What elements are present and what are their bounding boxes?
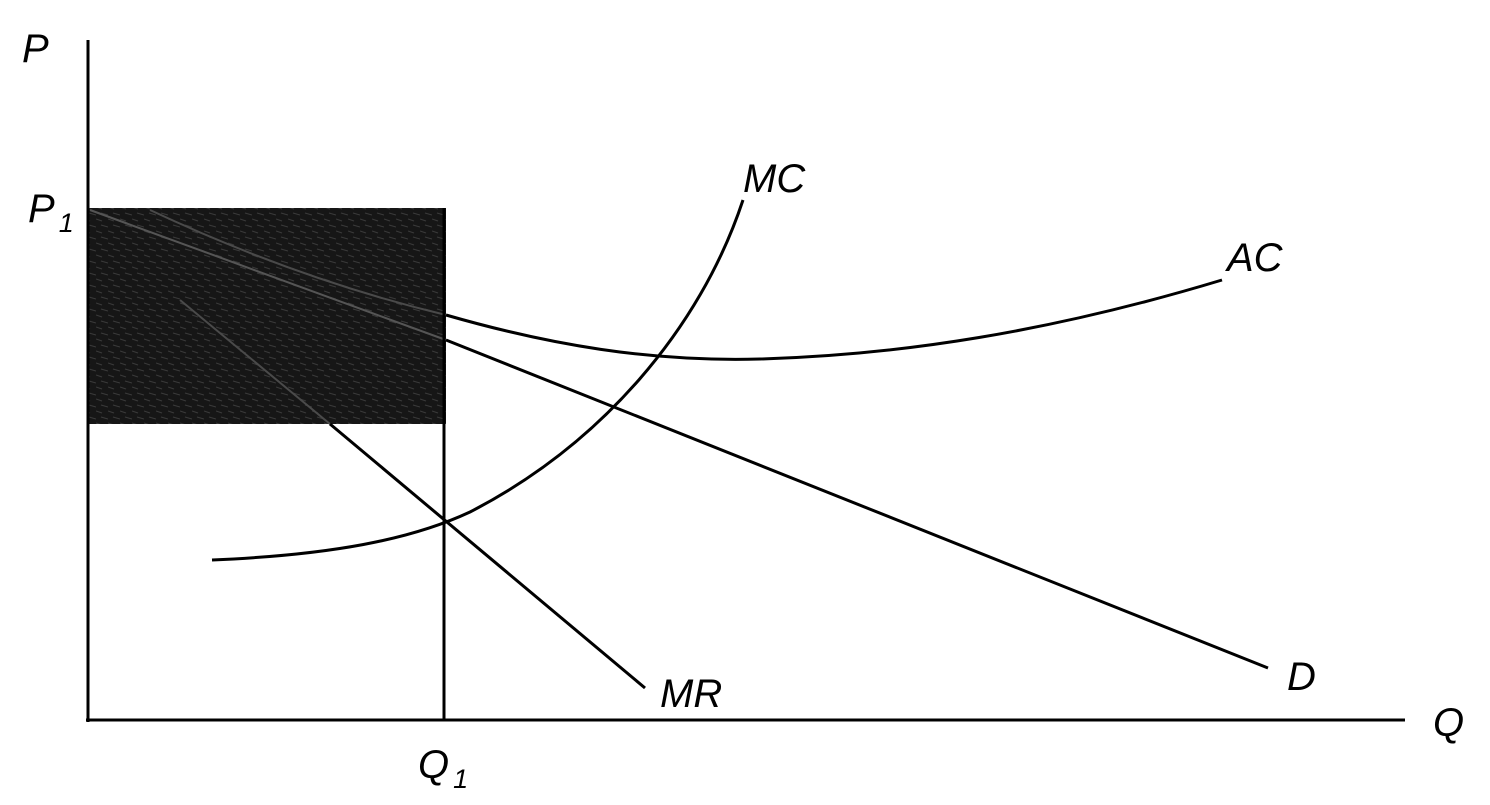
quantity-main: Q: [418, 743, 449, 787]
price-main: P: [28, 187, 55, 231]
mr-curve: [329, 422, 646, 690]
y-axis-label: P: [22, 27, 49, 71]
ac-label: AC: [1225, 236, 1284, 280]
price-subscript: 1: [59, 208, 74, 238]
ac-hidden: [149, 209, 447, 316]
demand-hidden: [89, 209, 447, 341]
mr-label: MR: [660, 672, 722, 716]
quantity-subscript: 1: [453, 764, 468, 794]
mc-curve: [211, 199, 745, 562]
mc-label: MC: [743, 157, 806, 201]
x-axis-label: Q: [1433, 701, 1464, 745]
profit-area: [88, 208, 446, 424]
demand-label: D: [1287, 655, 1316, 699]
demand-curve: [445, 338, 1269, 670]
ac-curve: [445, 278, 1223, 361]
mr-hidden: [179, 299, 331, 425]
